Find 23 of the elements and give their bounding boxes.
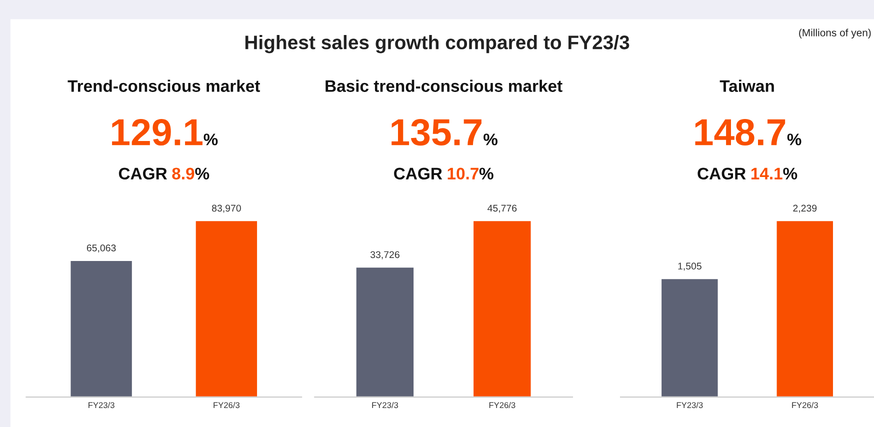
x-tick-label: FY26/3 [214, 402, 240, 408]
chart-subtitle: 148.7% [695, 118, 802, 146]
data-label: 65,063 [86, 244, 116, 253]
text: CAGR 14.1% [698, 168, 798, 180]
data-label: 33,726 [370, 251, 400, 260]
chart-subtitle: 135.7% [392, 118, 498, 146]
data-label: 1,505 [678, 262, 702, 271]
text: Highest sales growth compared to FY23/3 [245, 35, 630, 54]
chart-title: Basic trend-conscious market [326, 80, 562, 92]
chart-title: Trend-conscious market [68, 80, 260, 92]
data-label: 83,970 [212, 204, 241, 213]
text: CAGR 8.9% [118, 168, 210, 180]
x-tick-label: FY26/3 [489, 402, 516, 408]
x-tick-label: FY23/3 [372, 402, 398, 408]
x-tick-label: FY26/3 [792, 402, 818, 408]
chart-title: Taiwan [720, 80, 774, 92]
data-label: 45,776 [488, 204, 517, 213]
x-tick-label: FY23/3 [676, 402, 703, 408]
text: CAGR 10.7% [394, 168, 494, 180]
data-label: 2,239 [793, 204, 817, 213]
text: (Millions of yen) [799, 28, 871, 38]
x-tick-label: FY23/3 [88, 402, 114, 408]
chart-subtitle: 129.1% [112, 118, 218, 146]
